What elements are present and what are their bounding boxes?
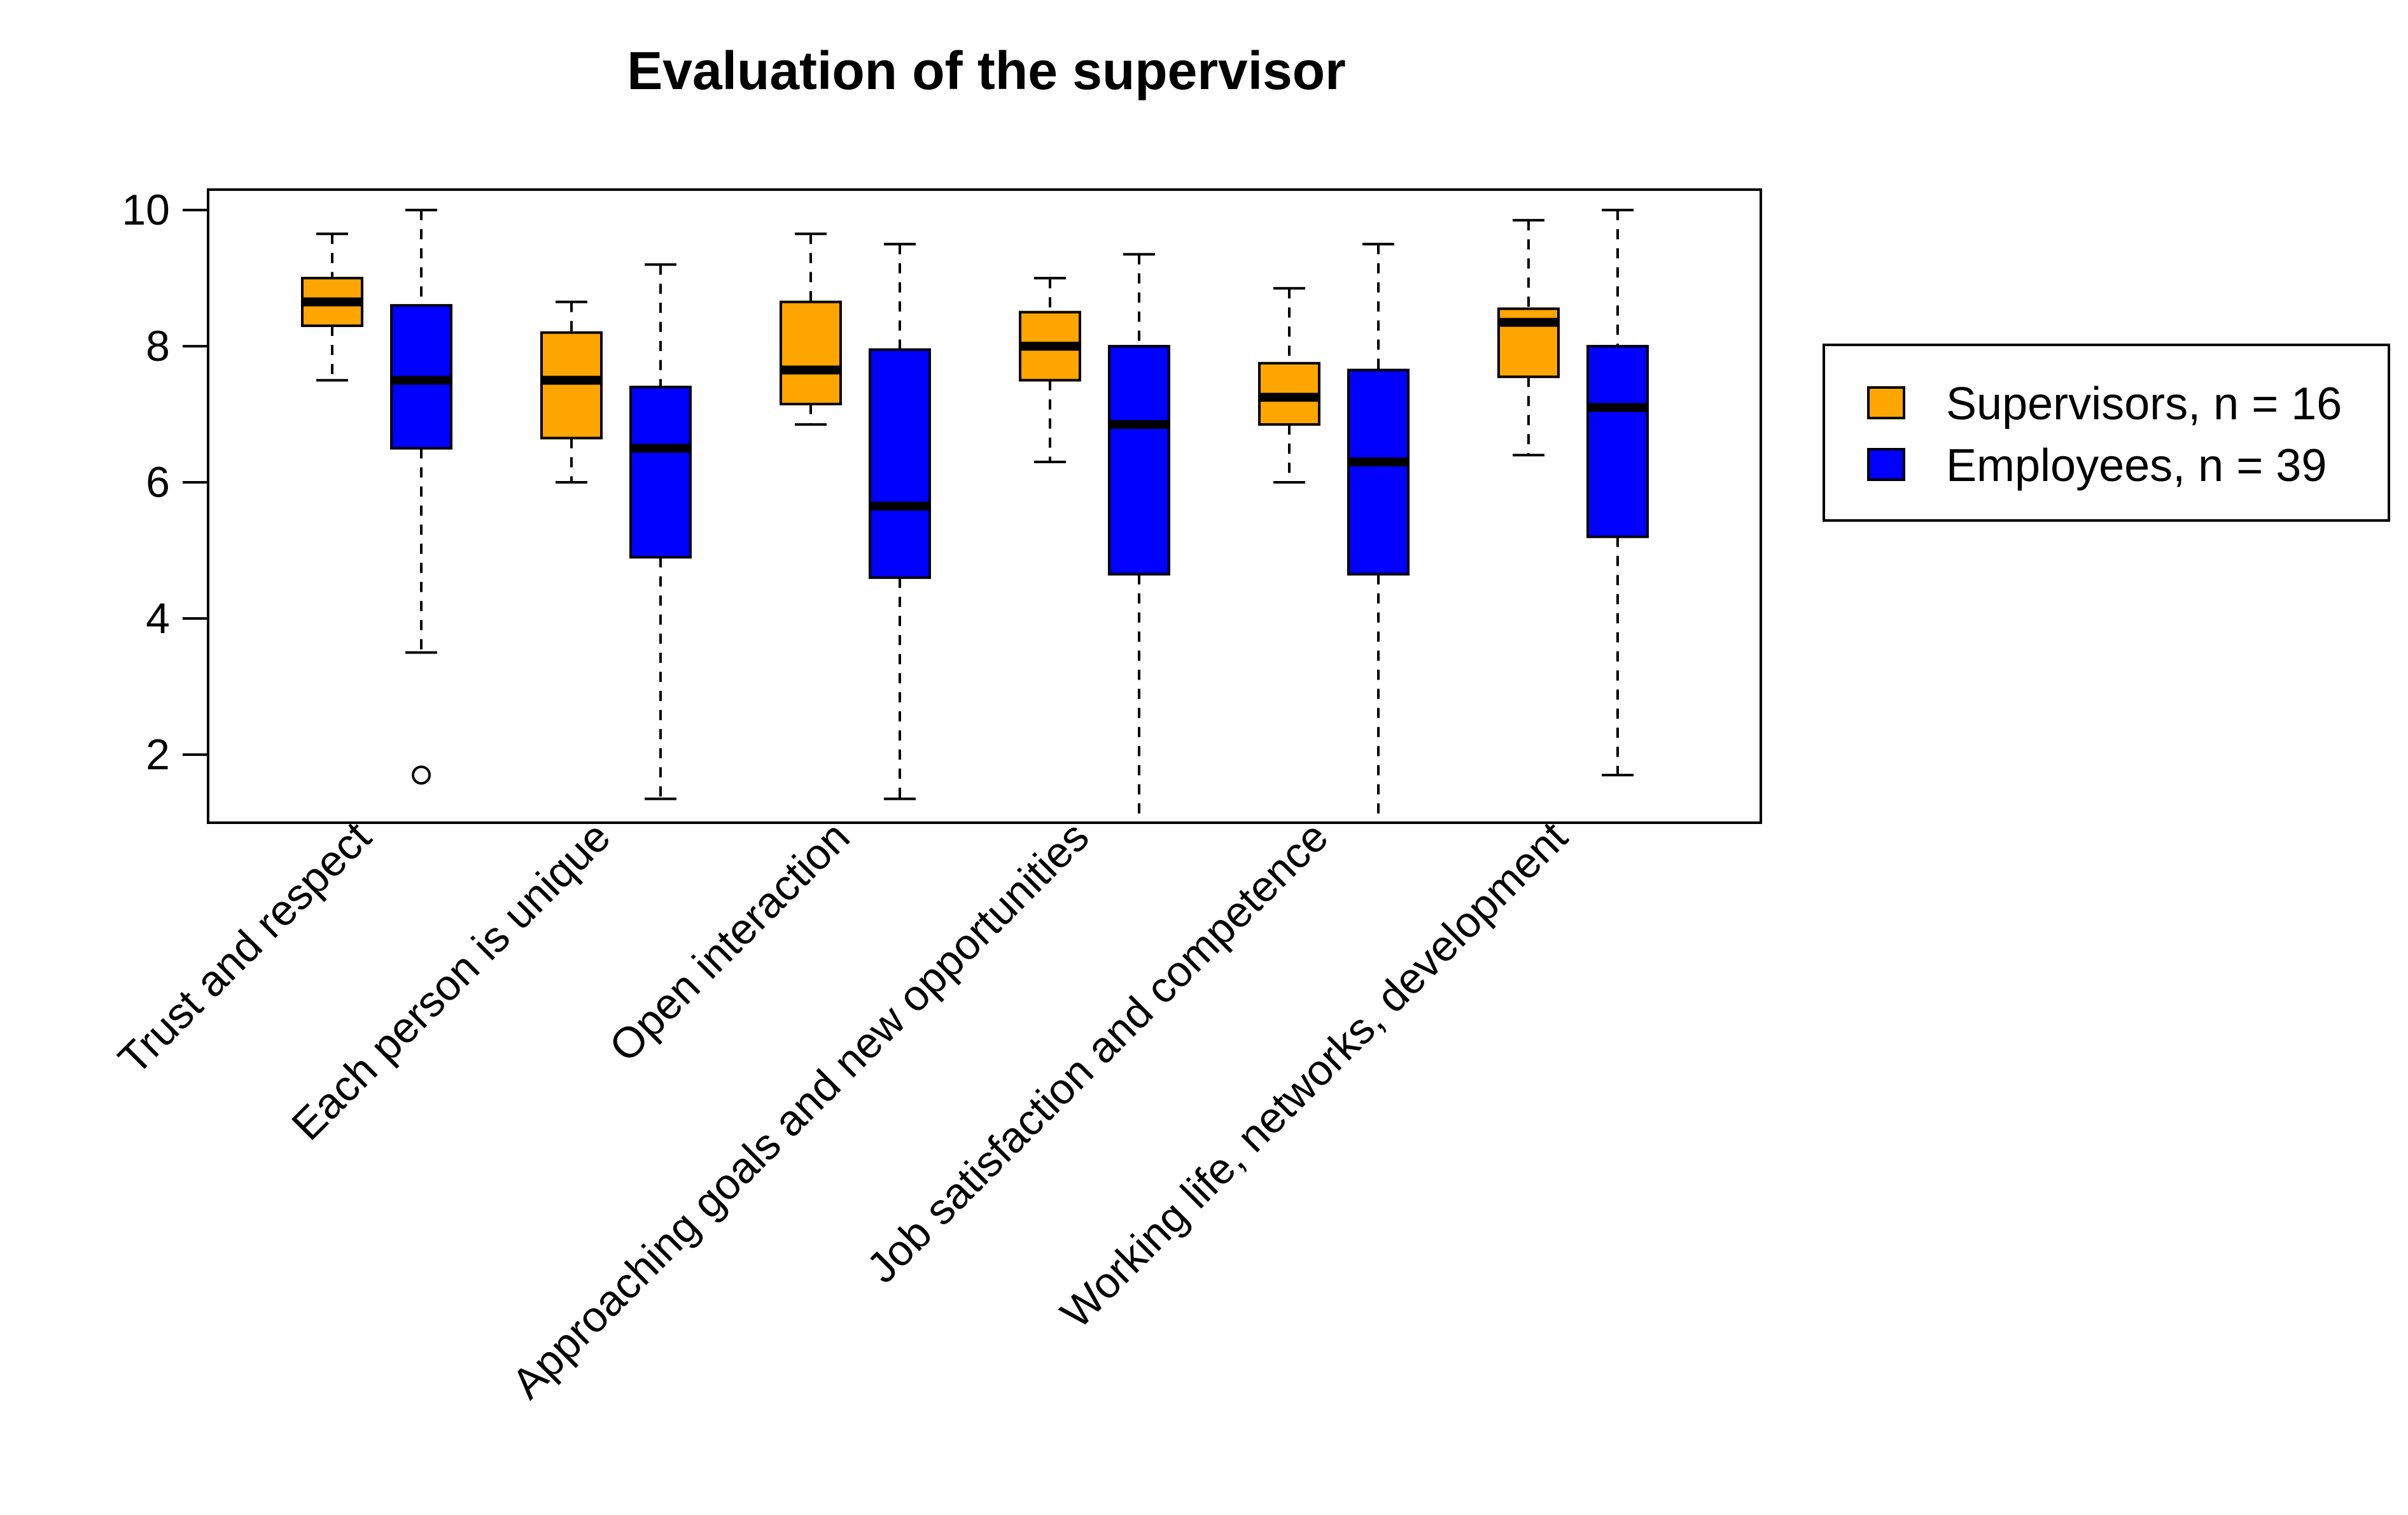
plot-frame [207, 188, 1762, 824]
chart-title: Evaluation of the supervisor [627, 41, 1346, 101]
employees-6-box [1586, 345, 1649, 538]
box-series-group [301, 209, 1649, 824]
employees-3-box [869, 348, 931, 579]
y-axis: 2 4 6 8 10 [122, 186, 208, 779]
legend: Supervisors, n = 16 Employees, n = 39 [1823, 344, 2390, 522]
x-category-label: Open interaction [600, 813, 859, 1072]
legend-frame [1823, 344, 2390, 522]
y-tick-label: 8 [146, 322, 170, 370]
legend-label-employees: Employees, n = 39 [1946, 440, 2327, 491]
x-category-label: Job satisfaction and competence [858, 813, 1338, 1292]
employees-2-box [629, 386, 692, 559]
supervisors-2-box [540, 331, 603, 440]
employees-1-outlier [412, 765, 431, 785]
x-category-label: Working life, networks, development [1051, 813, 1576, 1337]
legend-swatch-employees [1867, 448, 1905, 481]
y-tick-label: 2 [146, 730, 170, 779]
y-tick-label: 10 [122, 186, 170, 234]
x-category-label: Trust and respect [109, 813, 380, 1084]
employees-5-box [1347, 368, 1410, 576]
supervisors-3-box [780, 300, 842, 406]
legend-label-supervisors: Supervisors, n = 16 [1946, 379, 2342, 429]
y-tick-label: 4 [146, 594, 170, 643]
employees-4-box [1108, 345, 1170, 576]
y-tick-label: 6 [146, 458, 170, 506]
legend-swatch-supervisors [1867, 386, 1905, 419]
